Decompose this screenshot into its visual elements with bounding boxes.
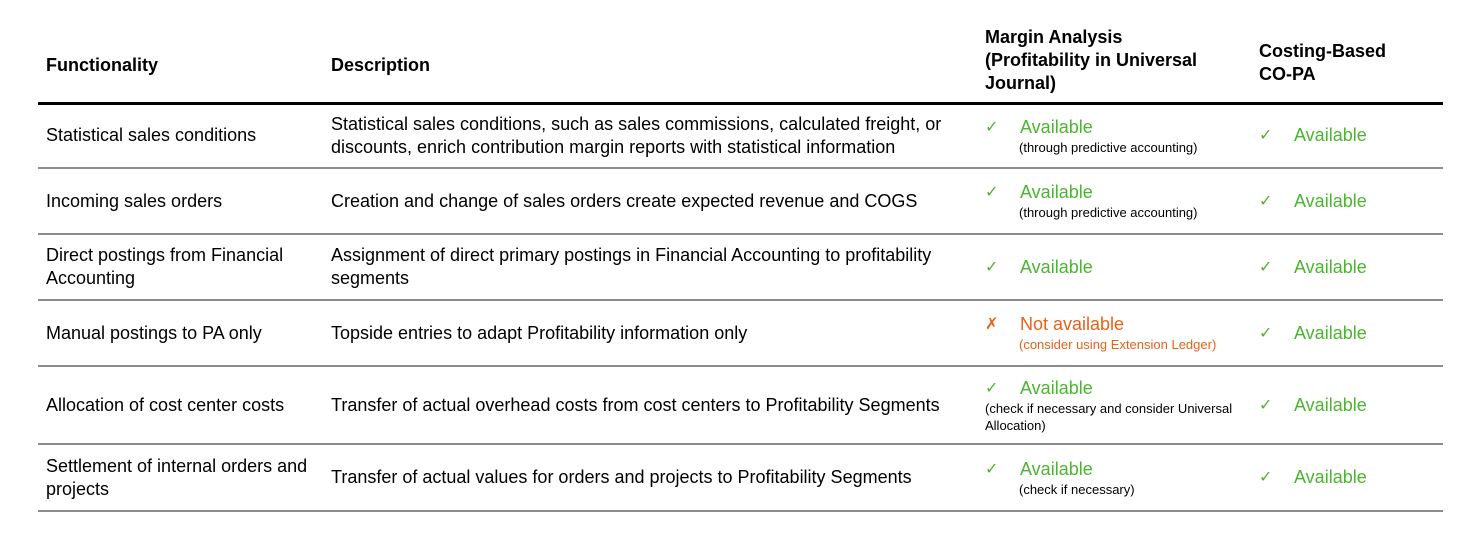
status-note: (through predictive accounting) xyxy=(1019,205,1198,220)
status-text: Available xyxy=(1020,458,1093,479)
costing-based-cell: ✓ Available xyxy=(1259,235,1439,299)
status-text: Available xyxy=(1294,394,1367,415)
table-row: Manual postings to PA only Topside entri… xyxy=(38,301,1443,367)
functionality-cell: Direct postings from Financial Accountin… xyxy=(46,235,316,299)
description-text: Creation and change of sales orders crea… xyxy=(331,190,918,211)
status-text: Available xyxy=(1020,377,1093,398)
costing-based-cell: ✓ Available xyxy=(1259,104,1439,167)
costing-based-cell: ✓ Available xyxy=(1259,367,1439,443)
margin-analysis-cell: ✓ Available xyxy=(985,235,1245,299)
status-text: Not available xyxy=(1020,314,1125,334)
table-row: Allocation of cost center costs Transfer… xyxy=(38,367,1443,445)
functionality-cell: Incoming sales orders xyxy=(46,169,316,233)
table-header: Functionality Description Margin Analysi… xyxy=(38,0,1443,105)
checkmark-icon: ✓ xyxy=(985,118,999,136)
description-cell: Creation and change of sales orders crea… xyxy=(331,169,971,233)
functionality-text: Direct postings from Financial Accountin… xyxy=(46,245,284,288)
margin-analysis-cell: ✓ Available (through predictive accountin… xyxy=(985,169,1245,233)
table-row: Settlement of internal orders and projec… xyxy=(38,445,1443,512)
functionality-cell: Allocation of cost center costs xyxy=(46,367,316,443)
margin-analysis-cell: ✓ Available (through predictive accountin… xyxy=(985,104,1245,167)
status-text: Available xyxy=(1020,182,1093,202)
status-text: Available xyxy=(1294,322,1367,343)
checkmark-icon: ✓ xyxy=(985,379,999,397)
functionality-text: Incoming sales orders xyxy=(46,190,223,211)
functionality-text: Statistical sales conditions xyxy=(46,125,257,145)
status-text: Available xyxy=(1020,116,1093,137)
checkmark-icon: ✓ xyxy=(985,184,999,201)
table-row: Incoming sales orders Creation and chang… xyxy=(38,169,1443,235)
description-cell: Statistical sales conditions, such as sa… xyxy=(331,104,971,167)
checkmark-icon: ✓ xyxy=(985,258,999,276)
status-text: Available xyxy=(1294,190,1367,211)
description-text: Statistical sales conditions, such as sa… xyxy=(331,113,942,157)
checkmark-icon: ✓ xyxy=(1259,127,1273,144)
cross-icon: ✗ xyxy=(985,316,999,333)
functionality-cell: Manual postings to PA only xyxy=(46,301,316,365)
description-text: Topside entries to adapt Profitability i… xyxy=(331,322,748,343)
checkmark-icon: ✓ xyxy=(1259,192,1273,210)
header-margin-analysis: Margin Analysis (Profitability in Univer… xyxy=(985,27,1198,93)
status-note: (consider using Extension Ledger) xyxy=(1019,337,1217,352)
checkmark-icon: ✓ xyxy=(1259,469,1273,486)
table-row: Statistical sales conditions Statistical… xyxy=(38,104,1443,169)
description-text: Assignment of direct primary postings in… xyxy=(331,245,932,288)
description-text: Transfer of actual values for orders and… xyxy=(331,467,912,487)
table-row: Direct postings from Financial Accountin… xyxy=(38,235,1443,301)
status-text: Available xyxy=(1294,125,1367,145)
status-text: Available xyxy=(1294,467,1367,487)
checkmark-icon: ✓ xyxy=(1259,324,1273,342)
header-costing-based: Costing-Based CO-PA xyxy=(1259,41,1387,84)
functionality-text: Manual postings to PA only xyxy=(46,322,262,343)
status-text: Available xyxy=(1020,256,1093,277)
header-functionality: Functionality xyxy=(46,55,158,75)
functionality-cell: Settlement of internal orders and projec… xyxy=(46,445,316,510)
checkmark-icon: ✓ xyxy=(1259,258,1273,276)
description-cell: Transfer of actual overhead costs from c… xyxy=(331,367,971,443)
costing-based-cell: ✓ Available xyxy=(1259,445,1439,510)
costing-based-cell: ✓ Available xyxy=(1259,169,1439,233)
margin-analysis-cell: ✓ Available (check if necessary and consi… xyxy=(985,367,1245,443)
description-cell: Assignment of direct primary postings in… xyxy=(331,235,971,299)
checkmark-icon: ✓ xyxy=(985,460,999,478)
status-note: (check if necessary) xyxy=(1019,481,1135,497)
costing-based-cell: ✓ Available xyxy=(1259,301,1439,365)
checkmark-icon: ✓ xyxy=(1259,396,1273,414)
functionality-cell: Statistical sales conditions xyxy=(46,104,316,167)
margin-analysis-cell: ✓ Available (check if necessary) xyxy=(985,445,1245,510)
status-note: (check if necessary and consider Univers… xyxy=(985,400,1233,433)
description-text: Transfer of actual overhead costs from c… xyxy=(331,394,940,415)
status-text: Available xyxy=(1294,256,1367,277)
status-note: (through predictive accounting) xyxy=(1019,139,1198,155)
header-description: Description xyxy=(331,55,431,75)
functionality-text: Allocation of cost center costs xyxy=(46,394,285,415)
margin-analysis-cell: ✗ Not available (consider using Extension… xyxy=(985,301,1245,365)
description-cell: Topside entries to adapt Profitability i… xyxy=(331,301,971,365)
functionality-text: Settlement of internal orders and projec… xyxy=(46,455,308,499)
description-cell: Transfer of actual values for orders and… xyxy=(331,445,971,510)
